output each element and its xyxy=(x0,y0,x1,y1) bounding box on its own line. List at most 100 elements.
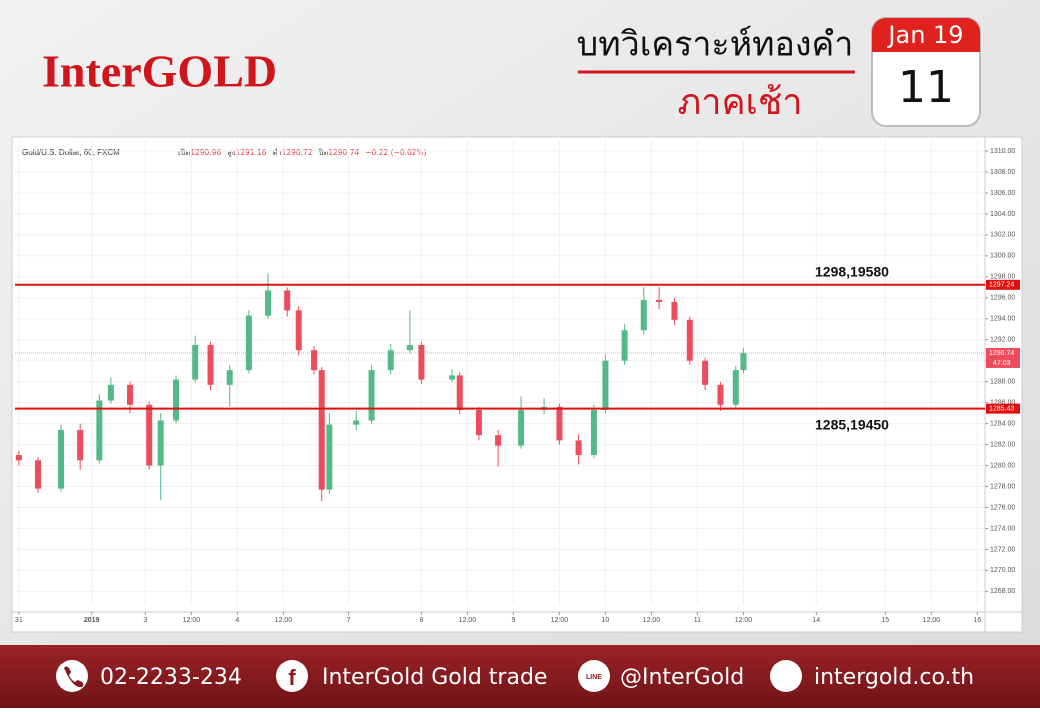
candle-body xyxy=(656,299,663,302)
subtitle: ภาคเช้า xyxy=(678,82,803,123)
candle-body xyxy=(146,404,153,466)
candle-body xyxy=(640,299,647,331)
chart-title: Gold/U.S. Dollar, 60, FXCM xyxy=(22,148,120,157)
level-tag xyxy=(986,403,1020,414)
y-tick-label: 1278.00 xyxy=(990,483,1015,490)
y-tick-label: 1306.00 xyxy=(990,190,1015,197)
candle-body xyxy=(245,315,252,371)
candle-body xyxy=(671,301,678,320)
legend-item: 1291.16 xyxy=(235,148,266,157)
candle-body xyxy=(107,384,114,401)
x-tick-label: 11 xyxy=(694,617,701,624)
candle-body xyxy=(518,409,525,446)
candle-body xyxy=(311,350,318,371)
candle-body xyxy=(77,429,84,461)
candle-body xyxy=(35,460,42,489)
candle-body xyxy=(602,360,609,410)
y-tick-label: 1298.00 xyxy=(990,274,1015,281)
candle-body xyxy=(157,420,164,466)
calendar-top xyxy=(872,18,980,52)
x-tick-label: 12:00 xyxy=(183,617,201,624)
candle-body xyxy=(686,319,693,361)
candle-body xyxy=(353,420,360,425)
y-tick-label: 1282.00 xyxy=(990,441,1015,448)
candle-body xyxy=(318,370,325,490)
y-tick-label: 1280.00 xyxy=(990,462,1015,469)
legend: เปิด1290.96 สูง1291.16 ต่ำ1290.72 ปิด1290.7… xyxy=(178,147,427,157)
legend-item: ปิด xyxy=(318,148,329,157)
y-tick-label: 1274.00 xyxy=(990,525,1015,532)
x-tick-label: 12:00 xyxy=(551,617,569,624)
candle-body xyxy=(207,344,214,385)
level-tag-label: 1297.24 xyxy=(989,282,1014,289)
y-tick-label: 1308.00 xyxy=(990,169,1015,176)
calendar-icon: Jan 19 11 xyxy=(871,17,981,127)
y-tick-label: 1310.00 xyxy=(990,148,1015,155)
candle-body xyxy=(740,352,747,371)
candle-body xyxy=(449,375,456,380)
x-tick-label: 16 xyxy=(973,617,981,624)
x-tick-label: 12:00 xyxy=(275,617,293,624)
x-tick-label: 31 xyxy=(15,617,23,624)
last-price-label: 1290.74 xyxy=(989,350,1014,357)
candle-body xyxy=(15,455,22,461)
phone: 02-2233-234 xyxy=(100,665,242,690)
candle-body xyxy=(387,350,394,371)
x-tick-label: 3 xyxy=(143,617,147,624)
last-price-tag xyxy=(986,347,1020,368)
annotation: 1285,19450 xyxy=(815,416,889,432)
legend-item: สูง xyxy=(227,148,236,157)
x-tick-label: 12:00 xyxy=(735,617,753,624)
legend-item: 1290.72 xyxy=(282,148,313,157)
candle-body xyxy=(226,370,233,385)
x-tick-label: 9 xyxy=(511,617,515,624)
level-tag-label: 1285.43 xyxy=(989,405,1014,412)
calendar-day: 11 xyxy=(898,62,954,113)
y-tick-label: 1276.00 xyxy=(990,504,1015,511)
line: @InterGold xyxy=(620,665,744,690)
candle-body xyxy=(732,370,739,405)
candle-body xyxy=(192,344,199,380)
candle-body xyxy=(575,440,582,456)
facebook-icon xyxy=(276,660,308,692)
candle-body xyxy=(621,330,628,361)
x-tick-label: 2019 xyxy=(84,617,100,624)
candle-body xyxy=(418,344,425,380)
x-tick-label: 12:00 xyxy=(643,617,661,624)
line-icon-label: LINE xyxy=(586,674,602,681)
candle-body xyxy=(58,429,65,489)
title: บทวิเคราะห์ทองคำ xyxy=(577,25,854,65)
x-tick-label: 15 xyxy=(881,617,889,624)
candle-body xyxy=(295,310,302,351)
candle-body xyxy=(284,290,291,311)
legend-item: −0.22 (−0.02%) xyxy=(365,148,426,157)
y-tick-label: 1272.00 xyxy=(990,546,1015,553)
plot: 1268.00 1270.00 1272.00 1274.00 1276.00 1278.… xyxy=(15,140,1020,624)
level-tag xyxy=(986,279,1020,290)
phone-icon xyxy=(56,660,88,692)
x-tick-label: 7 xyxy=(347,617,351,624)
website: intergold.co.th xyxy=(814,665,974,690)
legend-item: 1290.74 xyxy=(328,148,359,157)
candle-body xyxy=(556,406,563,441)
y-tick-label: 1270.00 xyxy=(990,567,1015,574)
logo: InterGOLD xyxy=(42,46,277,97)
y-tick-label: 1268.00 xyxy=(990,588,1015,595)
candle-body xyxy=(475,409,482,436)
candle-body xyxy=(265,290,272,316)
y-tick-label: 1288.00 xyxy=(990,379,1015,386)
candle-body xyxy=(717,384,724,405)
x-tick-label: 10 xyxy=(602,617,610,624)
candle-body xyxy=(456,375,463,410)
candle-body xyxy=(702,360,709,385)
candle-body xyxy=(326,424,333,490)
line-icon xyxy=(578,660,610,692)
countdown: 47:03 xyxy=(993,360,1011,367)
facebook: InterGold Gold trade xyxy=(322,665,547,690)
facebook-glyph: f xyxy=(288,665,296,690)
x-tick-label: 12:00 xyxy=(459,617,477,624)
web-icon xyxy=(770,660,802,692)
candle-body xyxy=(127,384,134,405)
